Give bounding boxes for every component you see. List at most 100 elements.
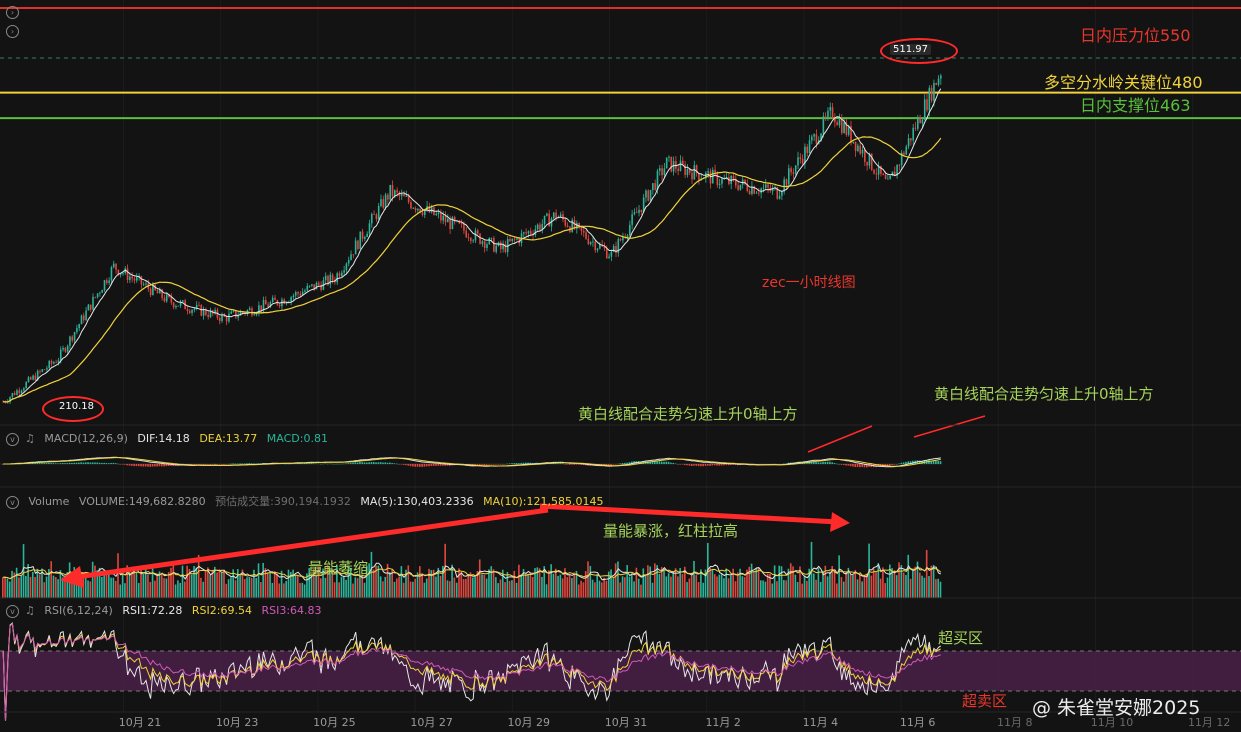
volume-bar bbox=[177, 580, 179, 598]
volume-bar bbox=[617, 561, 619, 598]
candle-body bbox=[917, 117, 919, 129]
arrow-volume-left bbox=[69, 507, 549, 581]
macd-histogram-bar bbox=[580, 464, 582, 465]
volume-bar bbox=[84, 572, 87, 598]
candle-body bbox=[278, 304, 281, 307]
volume-bar bbox=[460, 571, 463, 598]
macd-histogram-bar bbox=[444, 464, 446, 466]
macd-histogram-bar bbox=[713, 464, 716, 466]
candle-body bbox=[716, 172, 719, 185]
arrow-head-right bbox=[830, 512, 850, 532]
volume-bar bbox=[907, 554, 910, 598]
macd-histogram-bar bbox=[319, 463, 322, 465]
volume-bar bbox=[660, 567, 663, 598]
top-controls: › › bbox=[6, 6, 19, 44]
macd-histogram-bar bbox=[836, 463, 838, 465]
macd-histogram-bar bbox=[734, 464, 737, 465]
candle-body bbox=[905, 146, 908, 155]
macd-histogram-bar bbox=[326, 463, 329, 465]
macd-histogram-bar bbox=[573, 464, 575, 465]
volume-bar bbox=[140, 568, 142, 598]
candle-body bbox=[55, 362, 57, 364]
candle-body bbox=[599, 244, 601, 249]
candle-body bbox=[718, 183, 721, 185]
candle-body bbox=[271, 297, 274, 303]
volume-bar bbox=[425, 578, 428, 598]
volume-bar bbox=[112, 577, 115, 598]
macd-histogram-bar bbox=[45, 463, 48, 464]
candle-body bbox=[449, 218, 451, 230]
macd-histogram-bar bbox=[112, 462, 115, 464]
candle-body bbox=[612, 246, 615, 252]
candle-body bbox=[131, 276, 133, 279]
volume-bar bbox=[783, 580, 785, 598]
volume-bar bbox=[628, 576, 631, 598]
candle-body bbox=[633, 212, 636, 215]
toggle-icon[interactable]: v bbox=[6, 604, 19, 618]
candle-body bbox=[338, 273, 341, 277]
candle-body bbox=[804, 146, 806, 164]
candle-body bbox=[649, 189, 652, 201]
candle-body bbox=[771, 187, 774, 192]
volume-bar bbox=[548, 570, 550, 598]
macd-histogram-bar bbox=[195, 464, 198, 465]
candle-body bbox=[794, 165, 797, 174]
candle-body bbox=[495, 245, 497, 252]
candle-body bbox=[248, 308, 251, 311]
candle-body bbox=[783, 179, 785, 192]
candle-body bbox=[900, 152, 903, 166]
volume-ma10-line bbox=[3, 567, 942, 580]
candle-body bbox=[831, 107, 834, 118]
macd-histogram-bar bbox=[688, 464, 691, 466]
volume-bar bbox=[478, 559, 481, 598]
macd-histogram-bar bbox=[253, 463, 255, 465]
volume-bar bbox=[260, 582, 262, 598]
candle-body bbox=[64, 347, 67, 352]
candle-body bbox=[801, 158, 804, 164]
expand-icon[interactable]: › bbox=[6, 25, 19, 38]
macd-histogram-bar bbox=[658, 461, 661, 464]
macd-histogram-bar bbox=[624, 462, 626, 464]
volume-bar bbox=[474, 575, 476, 598]
volume-bar bbox=[54, 577, 57, 598]
volume-bar bbox=[356, 578, 359, 598]
candle-body bbox=[852, 141, 855, 143]
alert-bell-icon[interactable]: ♫ bbox=[25, 604, 35, 617]
candle-body bbox=[529, 231, 532, 234]
toggle-icon[interactable]: v bbox=[6, 432, 19, 446]
volume-bar bbox=[872, 568, 875, 598]
macd-histogram-bar bbox=[707, 464, 709, 466]
candle-body bbox=[677, 168, 680, 171]
collapse-icon[interactable]: › bbox=[6, 6, 19, 19]
volume-bar bbox=[845, 571, 847, 598]
candle-body bbox=[170, 296, 173, 303]
volume-bar bbox=[448, 581, 451, 598]
candle-body bbox=[214, 309, 216, 314]
volume-bar bbox=[640, 584, 642, 598]
macd-histogram-bar bbox=[527, 462, 529, 464]
macd-histogram-bar bbox=[481, 464, 483, 465]
macd-histogram-bar bbox=[900, 462, 903, 464]
macd-dif: DIF:14.18 bbox=[137, 432, 190, 445]
volume-bar bbox=[264, 568, 267, 598]
volume-bar bbox=[211, 569, 214, 598]
candle-body bbox=[407, 195, 410, 203]
macd-histogram-bar bbox=[446, 464, 449, 466]
macd-histogram-bar bbox=[656, 461, 658, 464]
volume-bar bbox=[271, 582, 274, 598]
candle-body bbox=[27, 377, 30, 382]
volume-bar bbox=[575, 570, 578, 598]
macd-histogram-bar bbox=[614, 464, 617, 465]
macd-histogram-bar bbox=[660, 461, 663, 464]
toggle-icon[interactable]: v bbox=[6, 495, 19, 509]
candle-body bbox=[787, 168, 790, 185]
candle-body bbox=[935, 83, 938, 85]
candle-body bbox=[370, 214, 373, 224]
candle-body bbox=[94, 296, 97, 298]
candle-body bbox=[444, 215, 447, 223]
macd-histogram-bar bbox=[930, 460, 933, 464]
alert-bell-icon[interactable]: ♫ bbox=[25, 432, 35, 445]
macd-histogram-bar bbox=[718, 464, 721, 466]
macd-histogram-bar bbox=[419, 464, 421, 467]
volume-bar bbox=[366, 565, 368, 598]
